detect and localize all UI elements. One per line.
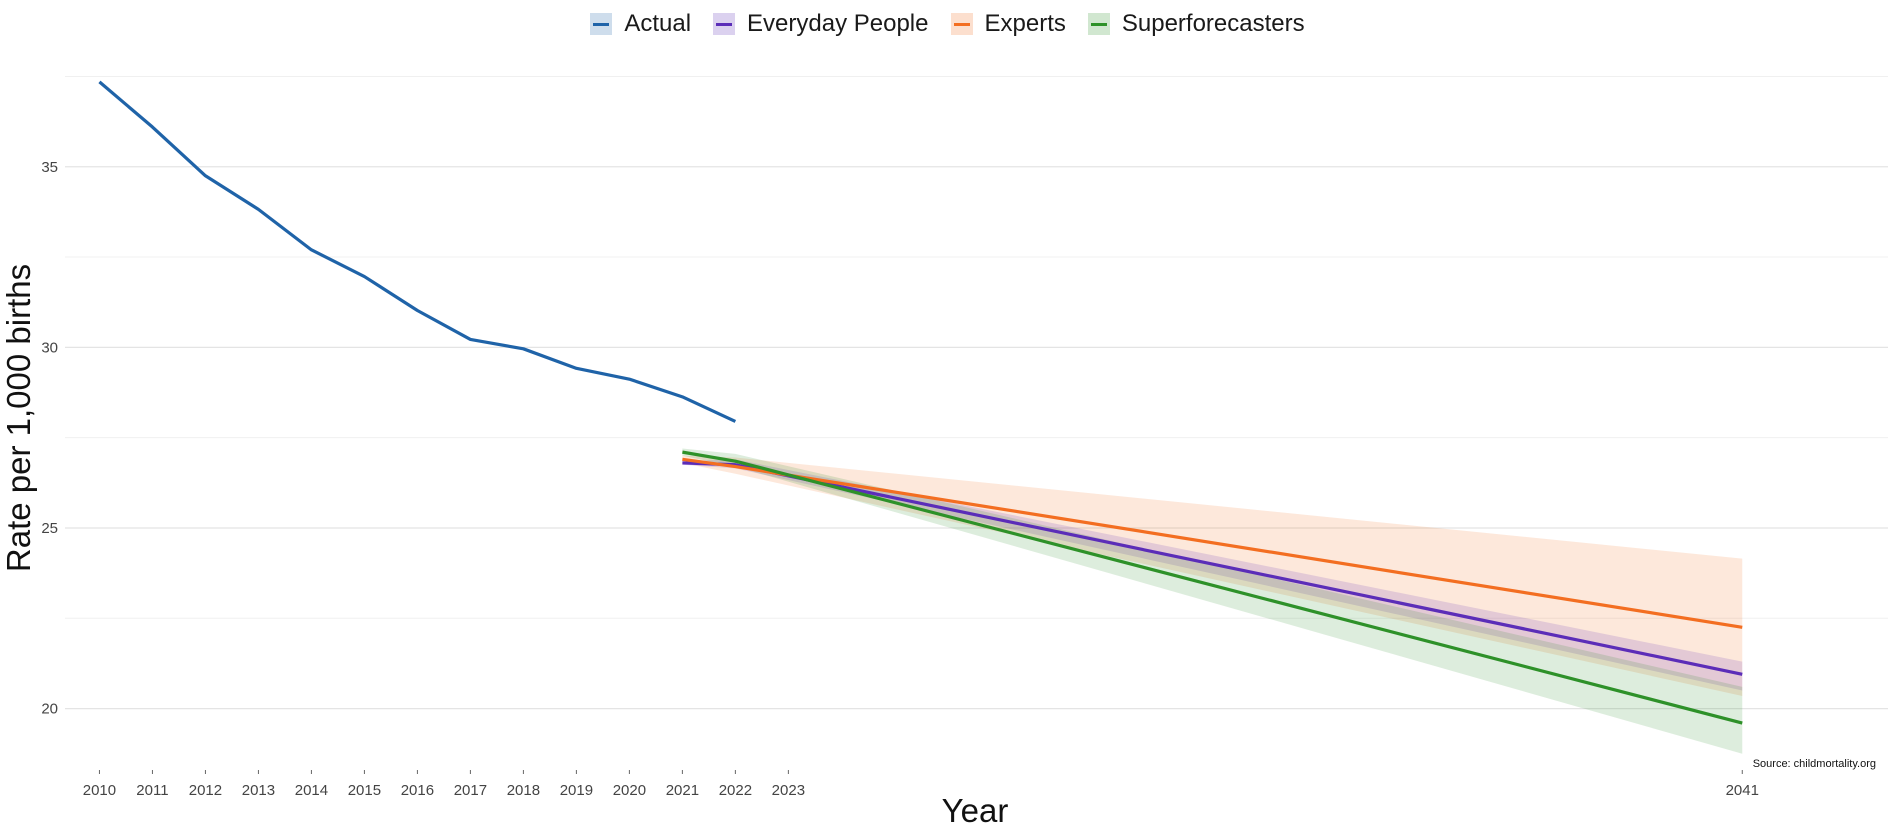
legend-key-everyday-people bbox=[713, 13, 736, 35]
legend-label: Actual bbox=[624, 10, 692, 37]
y-tick-label: 20 bbox=[41, 701, 58, 718]
x-tick-label: 2016 bbox=[401, 782, 434, 799]
legend-swatch-line bbox=[593, 23, 610, 26]
y-axis-title: Rate per 1,000 births bbox=[0, 264, 37, 572]
x-axis-ticks: 2010 2011 2012 2013 2014 2015 2016 2017 2018 2019… bbox=[83, 770, 1759, 799]
legend-key-experts bbox=[950, 13, 973, 35]
x-tick-label: 2018 bbox=[507, 782, 540, 799]
source-note: Source: childmortality.org bbox=[1753, 758, 1876, 770]
band-superforecasters bbox=[682, 448, 1743, 754]
line-actual bbox=[98, 80, 737, 423]
x-tick-label: 2013 bbox=[242, 782, 275, 799]
line-experts bbox=[682, 457, 1743, 629]
x-tick-label: 2023 bbox=[772, 782, 805, 799]
x-tick-label: 2017 bbox=[454, 782, 487, 799]
legend-label: Experts bbox=[984, 10, 1066, 37]
x-tick-label: 2019 bbox=[560, 782, 593, 799]
x-tick-label: 2011 bbox=[136, 782, 168, 799]
y-tick-label: 25 bbox=[41, 520, 58, 537]
line-superforecasters bbox=[682, 450, 1743, 725]
grid-lines bbox=[65, 75, 1888, 710]
x-tick-label: 2022 bbox=[719, 782, 752, 799]
y-tick-label: 35 bbox=[41, 159, 58, 176]
y-axis-ticks: 20 25 30 35 bbox=[41, 159, 58, 718]
legend-key-superforecasters bbox=[1087, 13, 1110, 35]
legend-item-everyday-people: Everyday People bbox=[713, 10, 929, 38]
x-tick-label: 2015 bbox=[348, 782, 381, 799]
x-tick-label: 2014 bbox=[295, 782, 328, 799]
legend-item-superforecasters: Superforecasters bbox=[1087, 10, 1305, 38]
series-lines bbox=[98, 80, 1743, 725]
legend-swatch-line bbox=[1090, 23, 1107, 26]
x-tick-label: 2012 bbox=[189, 782, 222, 799]
x-tick-label: 2020 bbox=[613, 782, 646, 799]
legend-item-experts: Experts bbox=[950, 10, 1066, 38]
x-axis-title: Year bbox=[942, 792, 1009, 829]
legend-label: Superforecasters bbox=[1121, 10, 1305, 37]
y-tick-label: 30 bbox=[41, 339, 58, 356]
legend-item-actual: Actual bbox=[590, 10, 691, 38]
x-tick-label: 2041 bbox=[1726, 782, 1759, 799]
x-tick-label: 2021 bbox=[666, 782, 699, 799]
legend-label: Everyday People bbox=[747, 10, 929, 37]
chart-legend: Actual Everyday People Experts Superforecas… bbox=[0, 10, 1895, 38]
x-tick-label: 2010 bbox=[83, 782, 116, 799]
legend-key-actual bbox=[590, 13, 613, 35]
line-everyday-people bbox=[682, 461, 1743, 676]
legend-swatch-line bbox=[953, 23, 970, 26]
legend-swatch-line bbox=[716, 23, 733, 26]
